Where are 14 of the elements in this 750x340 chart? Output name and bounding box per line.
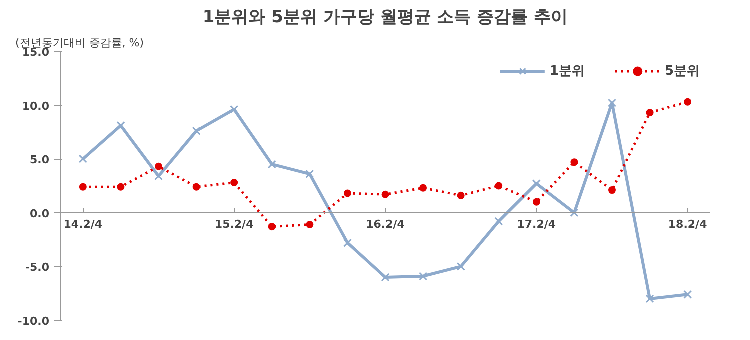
legend-label: 5분위 bbox=[664, 63, 700, 80]
y-tick-label: 10.0 bbox=[22, 100, 50, 113]
y-tick-label: -10.0 bbox=[18, 315, 50, 328]
y-axis-title: (전년동기대비 증감률, %) bbox=[16, 36, 144, 50]
chart-title: 1분위와 5분위 가구당 월평균 소득 증감률 추이 bbox=[202, 8, 568, 28]
x-tick-label: 14.2/4 bbox=[64, 218, 103, 231]
x-tick-label: 16.2/4 bbox=[366, 218, 406, 231]
y-tick-label: -5.0 bbox=[25, 261, 50, 274]
x-tick-label: 17.2/4 bbox=[517, 218, 556, 231]
y-tick-label: 5.0 bbox=[30, 154, 50, 167]
y-tick-label: 0.0 bbox=[30, 207, 50, 220]
legend-label: 1분위 bbox=[550, 63, 585, 80]
x-tick-label: 18.2/4 bbox=[668, 218, 708, 231]
x-tick-label: 15.2/4 bbox=[214, 218, 254, 231]
